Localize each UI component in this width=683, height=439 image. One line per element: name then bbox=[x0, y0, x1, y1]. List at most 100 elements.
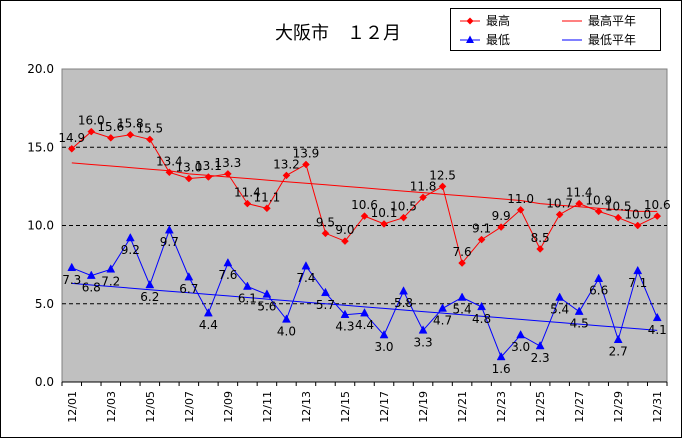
min-data-label: 5.7 bbox=[316, 298, 335, 312]
max-data-label: 10.6 bbox=[351, 198, 378, 212]
max-point bbox=[243, 199, 252, 208]
min-point bbox=[574, 306, 584, 315]
max-data-label: 10.1 bbox=[371, 206, 398, 220]
max-data-label: 11.4 bbox=[234, 186, 261, 200]
series-line-min-normal bbox=[71, 282, 658, 331]
x-tick-label: 12/11 bbox=[261, 391, 274, 423]
min-data-label: 5.8 bbox=[394, 296, 413, 310]
y-tick-label: 0.0 bbox=[35, 375, 54, 389]
max-point bbox=[633, 221, 642, 230]
max-data-label: 13.3 bbox=[215, 156, 242, 170]
max-data-label: 15.6 bbox=[97, 120, 124, 134]
max-point bbox=[263, 204, 271, 213]
min-data-label: 2.7 bbox=[609, 345, 628, 359]
min-point bbox=[418, 325, 428, 334]
min-point bbox=[106, 264, 116, 273]
max-data-label: 11.4 bbox=[566, 186, 593, 200]
min-point bbox=[262, 289, 272, 298]
legend-max-label: 最高 bbox=[486, 13, 510, 28]
min-point bbox=[438, 303, 447, 312]
min-data-label: 9.2 bbox=[121, 243, 140, 257]
min-data-label: 4.3 bbox=[335, 320, 354, 334]
max-data-label: 10.9 bbox=[585, 193, 612, 207]
x-tick-label: 12/07 bbox=[183, 391, 196, 423]
min-point bbox=[379, 330, 389, 339]
legend-min-normal-label: 最低平年 bbox=[588, 33, 636, 47]
min-data-label: 7.4 bbox=[296, 271, 315, 285]
x-tick-label: 12/23 bbox=[495, 391, 508, 423]
max-point bbox=[419, 193, 427, 202]
min-data-label: 6.2 bbox=[140, 290, 159, 304]
max-point bbox=[438, 182, 447, 191]
min-data-label: 7.6 bbox=[218, 268, 237, 282]
min-data-label: 4.8 bbox=[472, 312, 491, 326]
max-point bbox=[87, 127, 96, 136]
max-point bbox=[536, 245, 544, 253]
min-data-label: 7.3 bbox=[62, 273, 81, 287]
min-point bbox=[340, 309, 350, 318]
min-point bbox=[457, 292, 467, 301]
min-data-label: 2.3 bbox=[531, 351, 550, 365]
x-tick-label: 12/25 bbox=[534, 391, 547, 423]
min-data-label: 6.1 bbox=[238, 292, 257, 306]
min-point bbox=[164, 225, 174, 234]
max-point bbox=[321, 229, 330, 238]
min-data-label: 7.1 bbox=[628, 276, 647, 290]
min-point bbox=[86, 270, 96, 279]
legend-max-normal-label: 最高平年 bbox=[588, 13, 636, 28]
y-tick-label: 5.0 bbox=[35, 297, 54, 311]
legend-min-marker bbox=[466, 35, 474, 43]
min-point bbox=[613, 334, 623, 343]
max-point bbox=[594, 207, 603, 216]
min-point bbox=[242, 281, 252, 290]
min-data-label: 4.7 bbox=[433, 313, 452, 327]
x-tick-label: 12/09 bbox=[222, 391, 235, 423]
max-data-label: 10.0 bbox=[624, 208, 651, 222]
min-data-label: 4.1 bbox=[648, 323, 667, 337]
max-data-label: 16.0 bbox=[78, 114, 105, 128]
max-data-label: 7.6 bbox=[453, 245, 472, 259]
min-point bbox=[652, 312, 662, 322]
x-tick-label: 12/21 bbox=[456, 391, 469, 423]
min-data-label: 6.6 bbox=[589, 284, 608, 298]
min-point bbox=[535, 340, 545, 350]
max-point bbox=[380, 220, 388, 228]
min-data-label: 4.5 bbox=[570, 317, 589, 331]
max-point bbox=[106, 134, 115, 142]
y-tick-label: 10.0 bbox=[27, 219, 54, 233]
max-point bbox=[360, 212, 369, 220]
max-data-label: 14.9 bbox=[58, 131, 85, 145]
min-point bbox=[301, 261, 311, 270]
min-point bbox=[399, 286, 408, 295]
min-data-label: 1.6 bbox=[492, 362, 511, 376]
max-data-label: 15.8 bbox=[117, 117, 144, 131]
max-data-label: 10.5 bbox=[390, 200, 417, 214]
min-point bbox=[594, 273, 604, 282]
min-point bbox=[496, 351, 506, 361]
max-point bbox=[614, 213, 623, 222]
max-point bbox=[341, 237, 349, 246]
legend-min-label: 最低 bbox=[486, 33, 510, 47]
max-data-label: 12.5 bbox=[429, 168, 456, 182]
min-data-label: 7.2 bbox=[101, 274, 120, 288]
min-data-label: 3.3 bbox=[414, 335, 433, 349]
max-point bbox=[145, 135, 154, 144]
max-point bbox=[458, 259, 466, 267]
min-data-label: 4.0 bbox=[277, 324, 296, 338]
max-data-label: 11.0 bbox=[507, 192, 534, 206]
min-point bbox=[184, 272, 194, 281]
x-tick-label: 12/13 bbox=[300, 391, 313, 423]
legend-max-marker bbox=[466, 17, 474, 25]
grid-layer bbox=[62, 146, 667, 305]
data-label-layer: 14.9 16.015.615.815.5 13.413.013.113.3 11.4… bbox=[58, 114, 670, 376]
min-point bbox=[633, 265, 643, 275]
chart-title: 大阪市 １２月 bbox=[275, 23, 401, 44]
max-data-label: 13.1 bbox=[195, 159, 222, 173]
min-point bbox=[125, 232, 135, 242]
max-data-label: 15.5 bbox=[136, 121, 163, 135]
x-tick-label: 12/19 bbox=[417, 391, 430, 423]
min-point bbox=[477, 301, 487, 311]
y-tick-label: 20.0 bbox=[27, 62, 54, 76]
